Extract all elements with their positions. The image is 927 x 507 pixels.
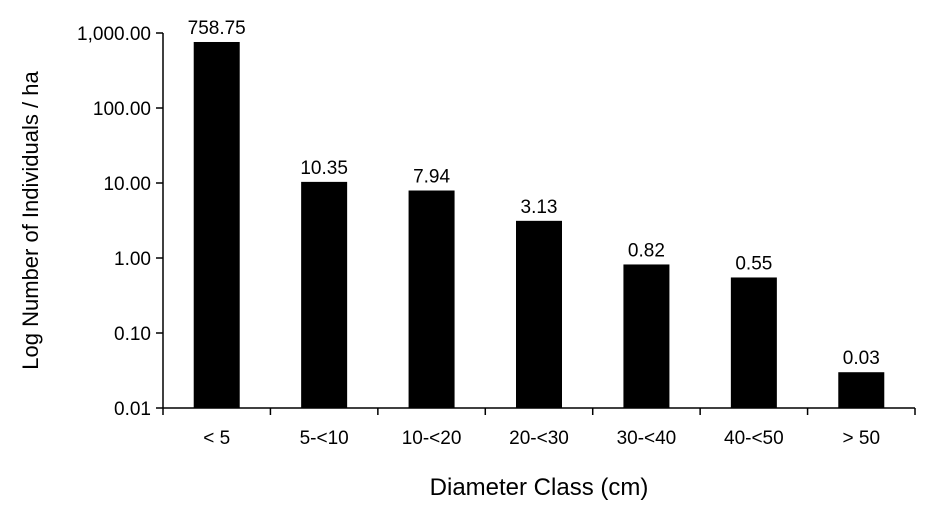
y-axis-title: Log Number of Individuals / ha: [18, 71, 43, 370]
data-labels: 758.75 10.35 7.94 3.13 0.82 0.55 0.03: [188, 18, 880, 369]
y-tick-label: 1.00: [114, 249, 151, 270]
y-tick-label: 1,000.00: [77, 24, 151, 45]
data-label: 0.82: [628, 240, 665, 261]
x-tick-label: > 50: [843, 428, 881, 449]
bar: [193, 41, 240, 409]
x-axis-ticks: < 5 5-<10 10-<20 20-<30 30-<40 40-<50 > 50: [162, 408, 916, 449]
x-tick-label: 20-<30: [509, 428, 569, 449]
data-label: 0.03: [843, 348, 880, 369]
y-tick-label: 100.00: [93, 99, 151, 120]
data-label: 3.13: [521, 197, 558, 218]
bar: [838, 372, 885, 408]
bar: [408, 190, 455, 408]
bar: [623, 264, 670, 408]
x-tick-label: 5-<10: [300, 428, 349, 449]
data-label: 10.35: [300, 158, 348, 179]
x-tick-label: 40-<50: [724, 428, 784, 449]
y-tick-label: 10.00: [103, 174, 151, 195]
x-tick-label: 30-<40: [617, 428, 677, 449]
bars: [193, 41, 885, 409]
y-axis-ticks: 0.01 0.10 1.00 10.00 100.00 1,000.00: [77, 24, 163, 420]
bar: [301, 181, 348, 408]
y-tick-label: 0.01: [114, 399, 151, 420]
data-label: 758.75: [188, 18, 246, 39]
data-label: 7.94: [413, 167, 450, 188]
bar: [516, 220, 562, 408]
y-tick-label: 0.10: [114, 324, 151, 345]
x-tick-label: < 5: [203, 428, 230, 449]
x-tick-label: 10-<20: [402, 428, 462, 449]
x-axis-title: Diameter Class (cm): [430, 474, 649, 501]
data-label: 0.55: [735, 253, 772, 274]
bar: [730, 277, 777, 408]
